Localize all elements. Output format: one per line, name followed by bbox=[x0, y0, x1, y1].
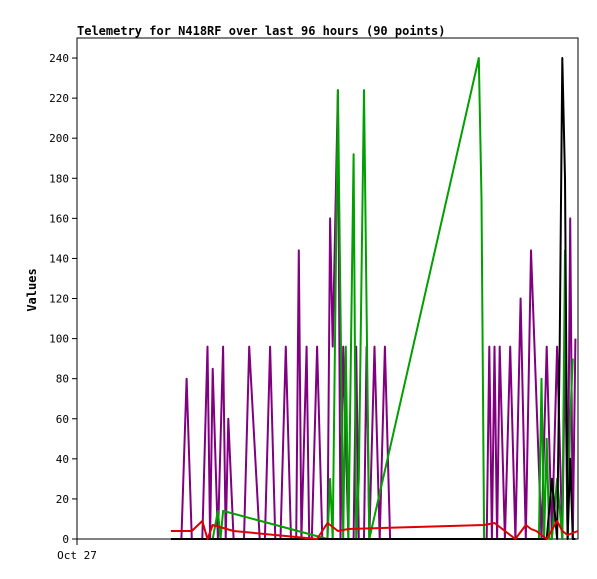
y-tick-label: 220 bbox=[49, 92, 69, 105]
y-tick-label: 180 bbox=[49, 172, 69, 185]
y-tick-label: 20 bbox=[56, 493, 69, 506]
series-line-1 bbox=[170, 89, 577, 540]
y-tick-label: 80 bbox=[56, 373, 69, 386]
y-tick-label: 200 bbox=[49, 132, 69, 145]
series-layer bbox=[170, 57, 579, 540]
x-tick-label: Oct 27 bbox=[57, 549, 97, 562]
y-tick-label: 100 bbox=[49, 333, 69, 346]
chart-title: Telemetry for N418RF over last 96 hours … bbox=[77, 24, 445, 38]
y-tick-label: 0 bbox=[62, 533, 69, 546]
y-tick-label: 40 bbox=[56, 453, 69, 466]
y-tick-label: 140 bbox=[49, 252, 69, 265]
y-axis-ticks: 0 20 40 60 80 100 120 140 160 180 200 220 240 bbox=[49, 52, 77, 546]
series-line-3 bbox=[170, 57, 576, 540]
x-axis-ticks: Oct 27 bbox=[57, 539, 97, 562]
y-tick-label: 120 bbox=[49, 293, 69, 306]
y-tick-label: 60 bbox=[56, 413, 69, 426]
y-tick-label: 240 bbox=[49, 52, 69, 65]
series-line-4 bbox=[170, 520, 579, 540]
y-tick-label: 160 bbox=[49, 212, 69, 225]
y-axis-label: Values bbox=[25, 268, 39, 311]
